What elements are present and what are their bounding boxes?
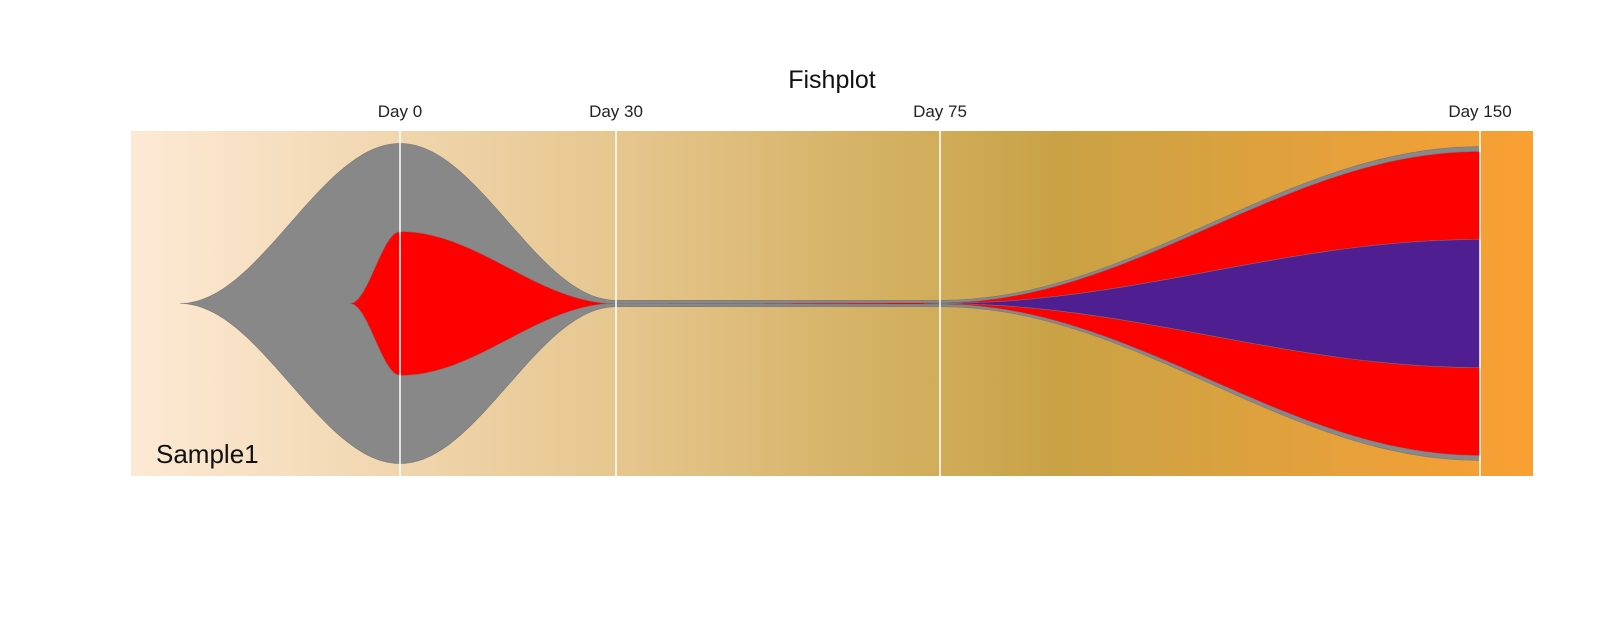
timepoint-label: Day 30: [589, 102, 643, 121]
chart-title: Fishplot: [788, 66, 876, 94]
sample-label: Sample1: [156, 439, 259, 469]
timepoint-lines: [399, 131, 1481, 476]
timepoint-label: Day 150: [1448, 102, 1511, 121]
timepoint-labels: Day 0 Day 30 Day 75 Day 150: [378, 102, 1512, 121]
timepoint-label: Day 75: [913, 102, 967, 121]
timepoint-label: Day 0: [378, 102, 422, 121]
